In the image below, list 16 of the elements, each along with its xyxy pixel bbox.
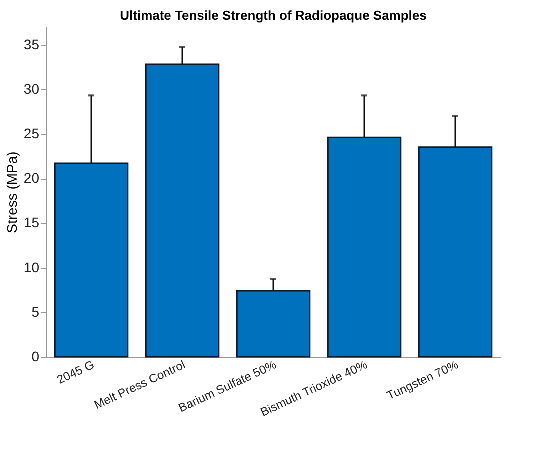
y-tick-label: 20 [24,170,40,186]
bar [327,136,402,358]
y-axis-title: Stress (MPa) [4,152,20,234]
y-tick-label: 15 [24,214,40,231]
x-tick-label: 2045 G [54,358,97,388]
bar [145,64,220,358]
y-tick-label: 10 [24,259,40,276]
y-tick-label: 30 [24,80,40,97]
y-tick-label: 25 [24,126,40,142]
bar [236,290,311,358]
chart-title: Ultimate Tensile Strength of Radiopaque Samples [120,8,427,23]
bar [54,162,129,358]
y-tick-label: 35 [24,36,40,52]
bar [418,146,493,358]
y-tick-label: 5 [32,304,40,320]
y-tick-label: 0 [32,348,40,364]
